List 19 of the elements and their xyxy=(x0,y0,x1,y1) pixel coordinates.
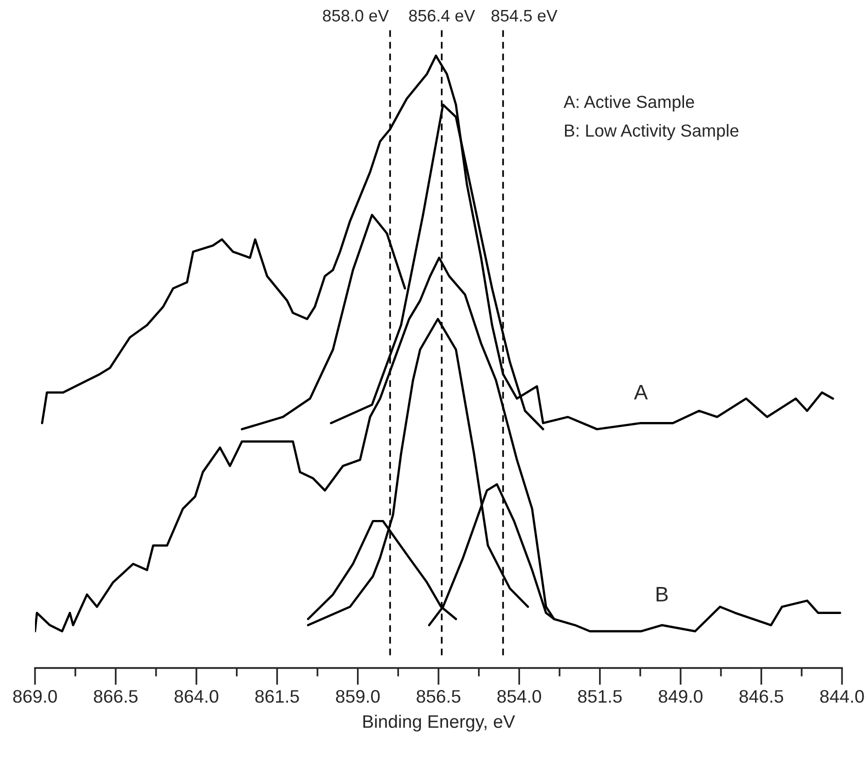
ref-line-label: 856.4 eV xyxy=(409,10,476,22)
x-axis-title: Binding Energy, eV xyxy=(363,714,516,732)
x-tick-label: 864.0 xyxy=(174,690,218,703)
annotation: A: Active Sample xyxy=(564,95,694,112)
x-tick-label: 856.5 xyxy=(416,690,460,703)
x-tick-label: 849.0 xyxy=(658,690,702,703)
series-label: A xyxy=(634,384,648,400)
x-tick-label: 846.5 xyxy=(739,690,784,703)
x-tick-label: 851.5 xyxy=(578,690,622,703)
x-tick-label: 844.0 xyxy=(820,690,864,703)
series-label: B xyxy=(656,587,668,602)
x-tick-label: 859.0 xyxy=(336,690,380,703)
x-tick-label: 854.0 xyxy=(497,690,542,703)
x-tick-label: 866.5 xyxy=(94,690,138,703)
ref-line-label: 858.0 eV xyxy=(322,10,389,22)
ref-line-label: 854.5 eV xyxy=(491,10,558,22)
x-tick-label: 869.0 xyxy=(13,690,57,703)
annotation: B: Low Activity Sample xyxy=(565,124,738,140)
x-tick-label: 861.5 xyxy=(255,690,299,703)
